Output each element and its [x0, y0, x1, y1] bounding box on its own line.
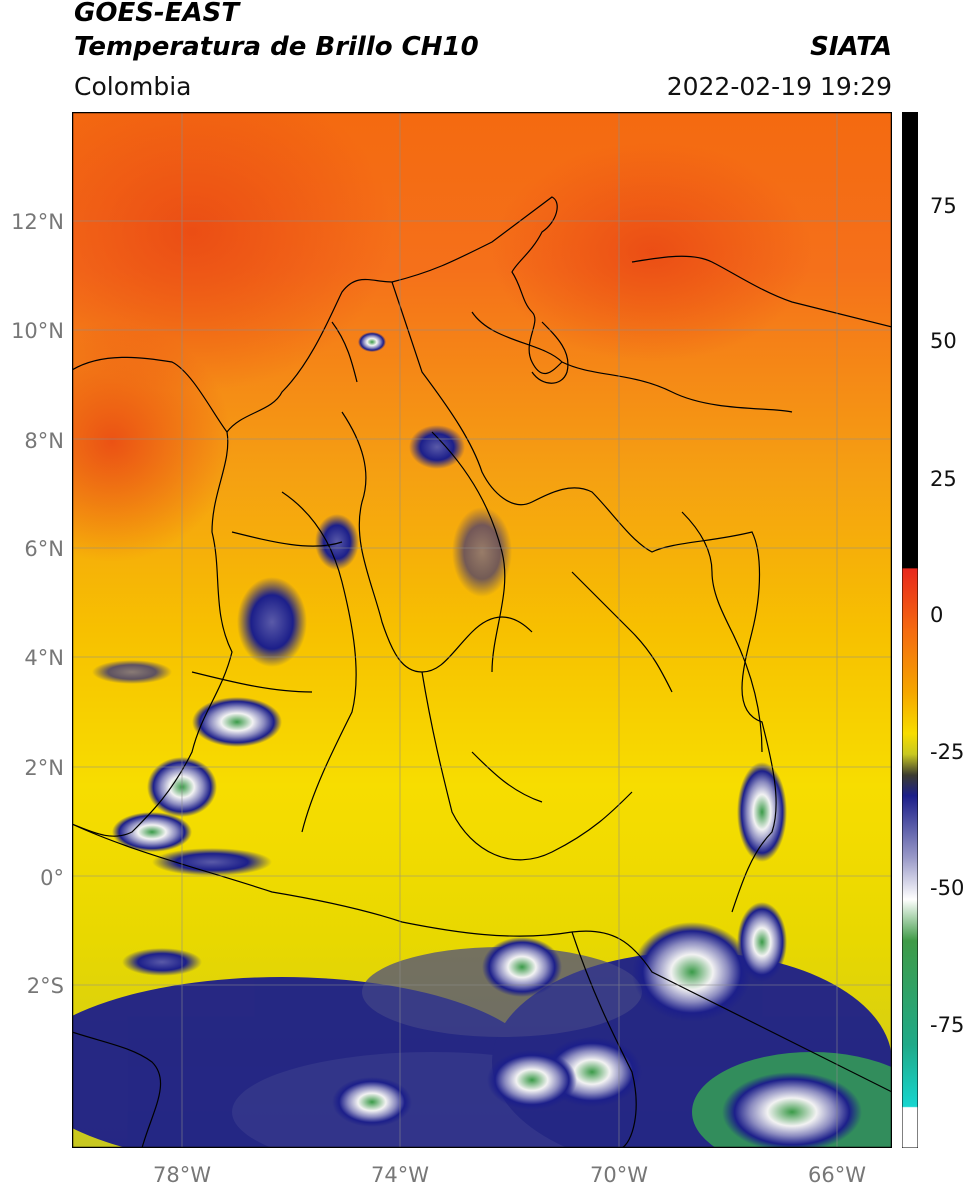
- map-frame: [72, 112, 892, 1148]
- colorbar-tick: -75: [930, 1013, 965, 1037]
- cloud-cell: [122, 948, 202, 976]
- colorbar-tick: 50: [930, 329, 957, 353]
- lon-tick: 66°W: [808, 1163, 866, 1187]
- cloud-cell: [722, 1072, 862, 1148]
- colorbar-tick: 0: [930, 603, 944, 627]
- warm-region-2: [492, 142, 812, 362]
- cloud-cell: [358, 332, 386, 352]
- cloud-cell: [192, 697, 282, 747]
- lat-tick: 0°: [40, 866, 64, 890]
- cloud-cell: [152, 848, 272, 876]
- temperature-colorbar: [902, 112, 918, 1148]
- cloud-cell: [737, 762, 787, 862]
- lat-tick: 8°N: [24, 429, 64, 453]
- lon-tick: 70°W: [590, 1163, 648, 1187]
- lat-axis: 12°N 10°N 8°N 6°N 4°N 2°N 0° 2°S: [11, 210, 64, 998]
- colorbar-tick: -25: [930, 740, 965, 764]
- lon-tick: 74°W: [371, 1163, 429, 1187]
- lat-tick: 6°N: [24, 537, 64, 561]
- cloud-cell: [237, 577, 307, 667]
- gridlines: [72, 112, 892, 1148]
- region-label: Colombia: [74, 72, 192, 101]
- warm-region-3: [72, 322, 232, 562]
- brightness-temperature-map: [72, 112, 892, 1148]
- warm-region-1: [72, 112, 392, 392]
- datetime-label: 2022-02-19 19:29: [666, 72, 892, 101]
- colorbar-tick: -50: [930, 876, 965, 900]
- lon-tick: 78°W: [153, 1163, 211, 1187]
- cloud-cell: [332, 1077, 412, 1127]
- lon-axis: 78°W 74°W 70°W 66°W: [153, 1163, 866, 1187]
- product-title: Temperatura de Brillo CH10: [74, 32, 479, 62]
- cloud-cell: [487, 1050, 577, 1110]
- colorbar-tick: 25: [930, 467, 957, 491]
- lat-tick: 12°N: [11, 210, 64, 234]
- cloud-cell: [452, 507, 512, 597]
- cloud-cell: [92, 660, 172, 684]
- cloud-cell: [409, 425, 465, 469]
- agency-label: SIATA: [810, 32, 892, 62]
- coastline-and-borders: [72, 196, 892, 1148]
- cloud-cell: [737, 902, 787, 982]
- cloud-cell: [482, 937, 562, 997]
- lat-tick: 4°N: [24, 646, 64, 670]
- cloud-cell: [315, 514, 359, 570]
- cloud-cell: [112, 812, 192, 852]
- cloud-cell: [632, 922, 752, 1022]
- satellite-title: GOES-EAST: [74, 0, 240, 28]
- lat-tick: 10°N: [11, 319, 64, 343]
- colorbar-tick: 75: [930, 194, 957, 218]
- lat-tick: 2°N: [24, 756, 64, 780]
- lat-tick: 2°S: [27, 974, 64, 998]
